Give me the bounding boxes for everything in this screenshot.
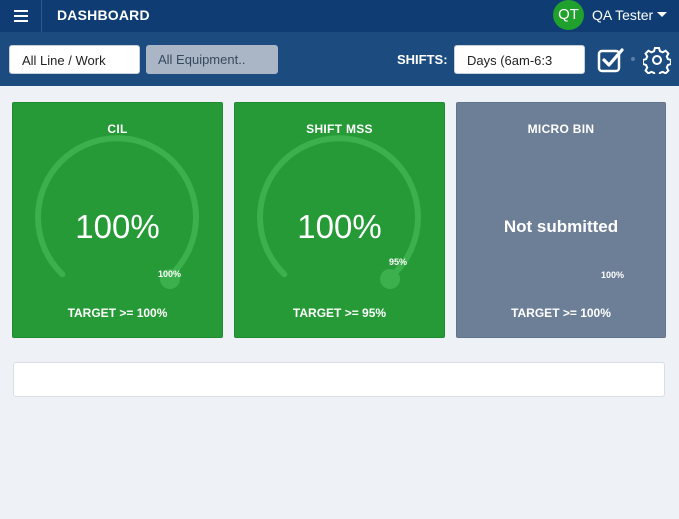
card-value: 100% [297, 208, 382, 245]
card-title: CIL [107, 122, 128, 136]
card-target: TARGET >= 100% [67, 306, 168, 320]
line-work-select[interactable]: All Line / Work [9, 45, 140, 74]
card-value: Not submitted [503, 217, 619, 236]
gauge-chart [257, 135, 421, 289]
target-marker-label: 95% [389, 257, 408, 267]
shifts-label: SHIFTS: [397, 52, 448, 67]
caret-down-icon[interactable] [657, 12, 667, 17]
target-marker-label: 100% [601, 270, 625, 280]
card-title: SHIFT MSS [306, 122, 373, 136]
shift-select[interactable]: Days (6am-6:3 [454, 45, 585, 74]
card-target: TARGET >= 95% [292, 306, 387, 320]
hamburger-icon [13, 10, 28, 22]
equipment-select[interactable]: All Equipment.. [146, 45, 278, 74]
page-title: DASHBOARD [57, 7, 150, 23]
target-marker [380, 269, 400, 289]
top-bar: DASHBOARD QT QA Tester [0, 0, 679, 32]
card-value: 100% [75, 208, 160, 245]
gear-icon [642, 47, 672, 77]
checkbox-check-icon [597, 48, 624, 73]
target-marker-label: 100% [158, 269, 182, 279]
metric-card-cil[interactable]: CIL 100% 100% TARGET >= 100% [12, 102, 223, 338]
gauge-chart [35, 135, 199, 289]
user-menu-name[interactable]: QA Tester [592, 7, 654, 23]
target-marker [160, 269, 180, 289]
metric-card-shift-mss[interactable]: SHIFT MSS 100% 95% TARGET >= 95% [234, 102, 445, 338]
card-target: TARGET >= 100% [511, 306, 611, 320]
separator-dot [631, 57, 635, 61]
filter-bar: All Line / Work All Equipment.. SHIFTS: … [0, 32, 679, 86]
content-panel [13, 362, 665, 397]
metric-card-micro-bin[interactable]: MICRO BIN Not submitted 100% TARGET >= 1… [456, 102, 666, 338]
settings-button[interactable] [642, 46, 672, 77]
avatar[interactable]: QT [553, 0, 584, 30]
menu-button[interactable] [0, 0, 42, 32]
card-title: MICRO BIN [527, 122, 595, 136]
confirm-button[interactable] [597, 46, 625, 74]
